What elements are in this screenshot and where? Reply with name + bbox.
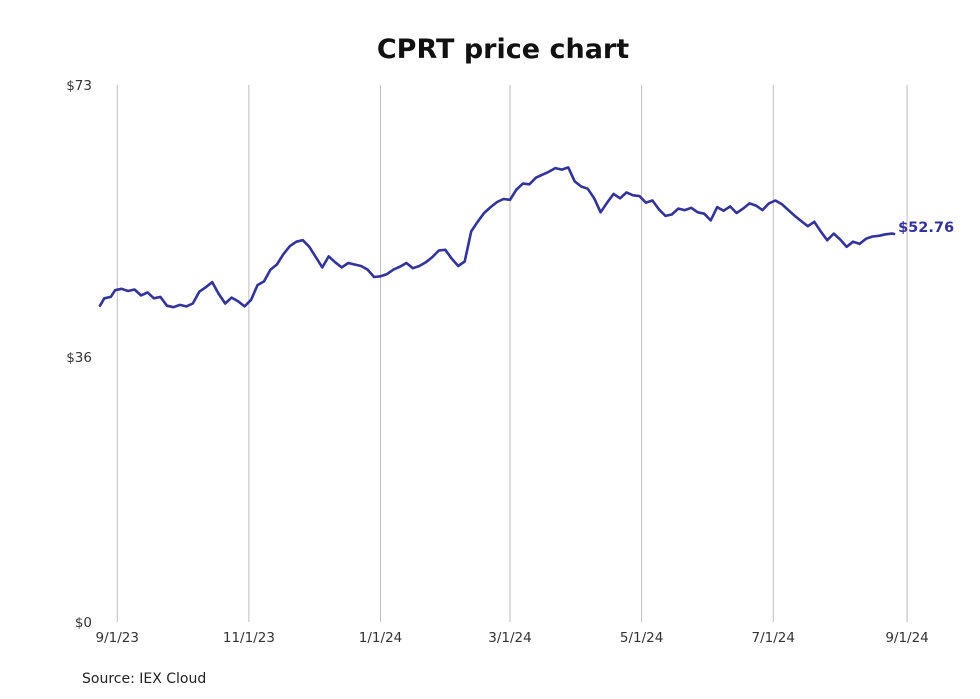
x-tick-label: 3/1/24 — [488, 630, 531, 646]
y-tick-label: $0 — [75, 615, 92, 631]
y-tick-label: $36 — [66, 350, 92, 366]
last-price-label: $52.76 — [898, 220, 954, 236]
x-tick-label: 5/1/24 — [620, 630, 663, 646]
vertical-gridlines — [116, 85, 908, 622]
x-tick-label: 7/1/24 — [752, 630, 795, 646]
x-tick-label: 1/1/24 — [359, 630, 402, 646]
x-axis: 9/1/23 11/1/23 1/1/24 3/1/24 5/1/24 7/1/24 9/1… — [96, 630, 929, 646]
x-tick-label: 9/1/23 — [96, 630, 139, 646]
x-tick-label: 9/1/24 — [885, 630, 928, 646]
x-tick-label: 11/1/23 — [223, 630, 275, 646]
y-axis: $0 $36 $73 — [66, 78, 92, 631]
price-line — [98, 166, 896, 309]
y-tick-label: $73 — [66, 78, 92, 94]
source-note: Source: IEX Cloud — [82, 671, 206, 687]
chart-title: CPRT price chart — [377, 34, 629, 65]
